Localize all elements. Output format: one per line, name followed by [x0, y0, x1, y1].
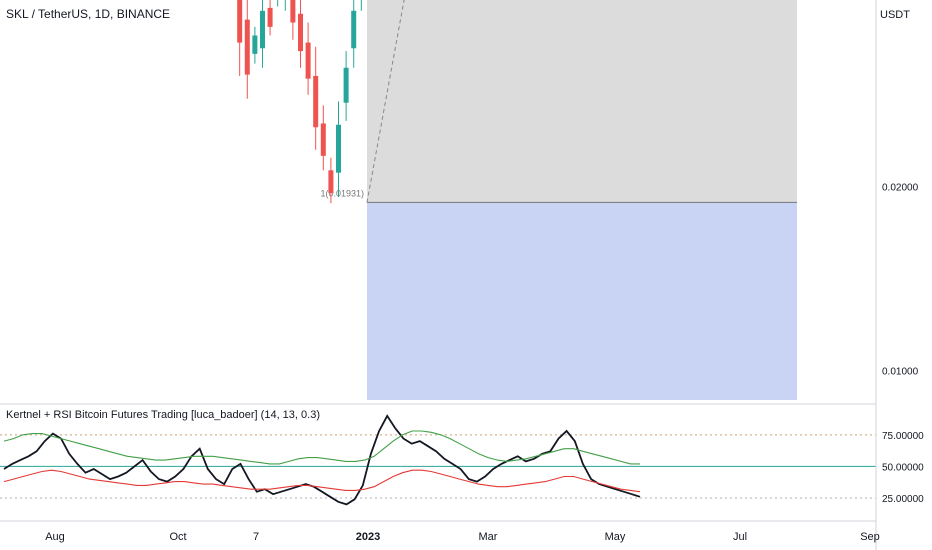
time-tick-label: 2023: [356, 531, 380, 543]
rsi-line: [3, 414, 641, 506]
fib-zone: [367, 202, 797, 400]
indicator-tick-label: 25.00000: [882, 494, 924, 505]
time-tick-label: Mar: [479, 531, 498, 543]
indicator-tick-label: 75.00000: [882, 431, 924, 442]
time-tick-label: Jul: [733, 531, 747, 543]
candle-body: [290, 0, 296, 23]
time-tick-label: Oct: [169, 531, 186, 543]
candle-body: [244, 19, 250, 75]
time-tick-label: Aug: [45, 531, 65, 543]
upper-band-line: [3, 430, 640, 465]
indicator-title: Kertnel + RSI Bitcoin Futures Trading [l…: [6, 409, 320, 421]
candle-body: [305, 42, 311, 79]
time-tick-label: May: [605, 531, 626, 543]
candle-body: [237, 0, 243, 43]
candle-body: [259, 10, 265, 49]
indicator-tick-label: 50.00000: [882, 462, 924, 473]
price-pane: 0(0.07002)0.236(0.05805)0.382(0.05065)0.…: [0, 0, 876, 405]
price-tick-label: 0.01000: [882, 367, 919, 378]
candle-body: [320, 123, 326, 156]
fib-zone: [367, 0, 797, 203]
lower-band-line: [3, 469, 641, 493]
candle-body: [297, 13, 303, 52]
indicator-pane: [0, 414, 876, 506]
currency-label: USDT: [880, 9, 910, 21]
candle-body: [267, 7, 273, 27]
time-tick-label: Sep: [860, 531, 880, 543]
candle-body: [252, 35, 258, 54]
candle-body: [351, 10, 357, 49]
candle-body: [313, 75, 319, 128]
chart-title: SKL / TetherUS, 1D, BINANCE: [6, 7, 171, 21]
candle-body: [328, 170, 334, 194]
time-tick-label: 7: [253, 531, 259, 543]
fib-level-label: 1(0.01931): [320, 188, 364, 198]
candle-body: [343, 67, 349, 103]
time-axis: Aug Oct 7 2023 Mar May Jul Sep: [0, 520, 880, 543]
candle-body: [336, 124, 342, 173]
price-tick-label: 0.02000: [882, 183, 919, 194]
price-axis: USDT0.090000.070000.060000.050000.040000…: [875, 0, 924, 550]
